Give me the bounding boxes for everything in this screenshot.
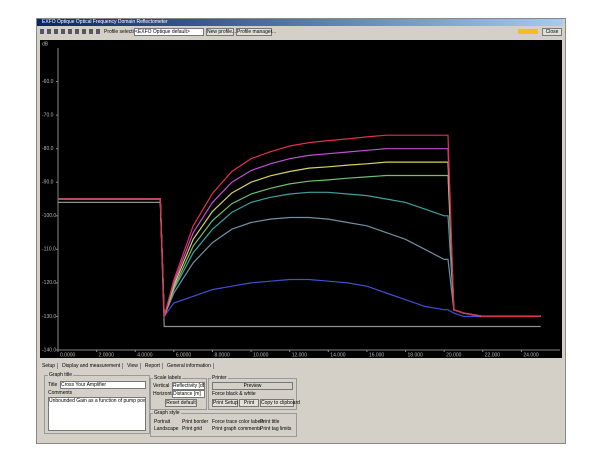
checkbox[interactable]: Print grid [182, 426, 203, 432]
profile-select[interactable]: <EXFO Optique default> [134, 28, 204, 36]
profile-manager-button[interactable]: Profile manager... [236, 28, 277, 36]
checkbox[interactable]: Print title [260, 419, 280, 425]
x-tick-label: 14.000 [330, 352, 346, 358]
tab[interactable]: View [125, 363, 141, 369]
warning-indicator [518, 29, 538, 34]
tab[interactable]: General information [165, 363, 214, 369]
x-tick-label: 8.0000 [214, 352, 230, 358]
title-input[interactable]: Cross Your Amplifier [60, 381, 146, 389]
vertical-input[interactable]: Reflectivity [dB] [172, 382, 205, 390]
close-button[interactable]: Close [542, 28, 562, 36]
radio[interactable]: Portrait [154, 419, 171, 425]
profile-label: Profile selection [104, 29, 140, 35]
group-heading: Graph style [153, 410, 181, 416]
title-bar [37, 19, 563, 26]
reset-button[interactable]: Reset default [165, 399, 197, 407]
x-tick-label: 24.000 [523, 352, 539, 358]
y-tick-label: -130.0 [42, 314, 56, 320]
radio[interactable]: Landscape [154, 426, 179, 432]
graph-style-group [150, 413, 297, 437]
x-tick-label: 16.000 [369, 352, 385, 358]
checkbox[interactable]: Force trace color labels [212, 419, 264, 425]
x-tick-label: 10.000 [253, 352, 269, 358]
y-tick-label: -110.0 [42, 247, 56, 253]
toolbar-icons[interactable] [40, 29, 100, 34]
x-tick-label: 2.0000 [99, 352, 115, 358]
x-tick-label: 20.000 [446, 352, 462, 358]
y-tick-label: -80.0 [42, 146, 54, 152]
x-tick-label: 18.000 [408, 352, 424, 358]
window-title: EXFO Optique Optical Frequency Domain Re… [42, 19, 168, 25]
graph-title-group [44, 375, 150, 434]
y-tick-label: -140.0 [42, 347, 56, 353]
tab[interactable]: Display and measurement [60, 363, 124, 369]
checkbox[interactable]: Force black & white [212, 391, 256, 397]
tab[interactable]: Report [143, 363, 163, 369]
field-label: Comments [48, 390, 73, 396]
printer-group [208, 378, 297, 410]
field-label: Vertical [153, 383, 170, 389]
field-label: Title [48, 382, 58, 388]
field-label: Horizontal [153, 391, 176, 397]
x-tick-label: 0.0000 [60, 352, 76, 358]
comments-input[interactable]: Unbounded Gain as a function of pump pow… [48, 397, 146, 431]
x-tick-label: 22.000 [485, 352, 501, 358]
trace [58, 134, 541, 317]
y-tick-label: -70.0 [42, 112, 54, 118]
checkbox[interactable]: Print tag limits [260, 426, 292, 432]
checkbox[interactable]: Print border [182, 419, 209, 425]
y-unit: dB [42, 41, 49, 47]
checkbox[interactable]: Print graph comments [212, 426, 261, 432]
horizontal-input[interactable]: Distance [m] [172, 390, 205, 398]
group-heading: Graph title [48, 372, 74, 378]
preview-field: Preview [212, 382, 293, 390]
new-profile-button[interactable]: New profile... [206, 28, 237, 36]
print-button[interactable]: Print [239, 399, 259, 407]
x-tick-label: 12.000 [292, 352, 308, 358]
tab[interactable]: Setup [40, 363, 59, 369]
y-tick-label: -100.0 [42, 213, 56, 219]
y-tick-label: -60.0 [42, 79, 54, 85]
group-heading: Scale labels [153, 375, 182, 381]
x-tick-label: 4.0000 [137, 352, 153, 358]
x-tick-label: 6.0000 [176, 352, 192, 358]
print-setup-button[interactable]: Print Setup [212, 399, 238, 407]
trace [58, 201, 541, 328]
y-tick-label: -120.0 [42, 280, 56, 286]
y-tick-label: -90.0 [42, 180, 54, 186]
group-heading: Printer [211, 375, 228, 381]
copy-button[interactable]: Copy to clipboard [260, 399, 300, 407]
